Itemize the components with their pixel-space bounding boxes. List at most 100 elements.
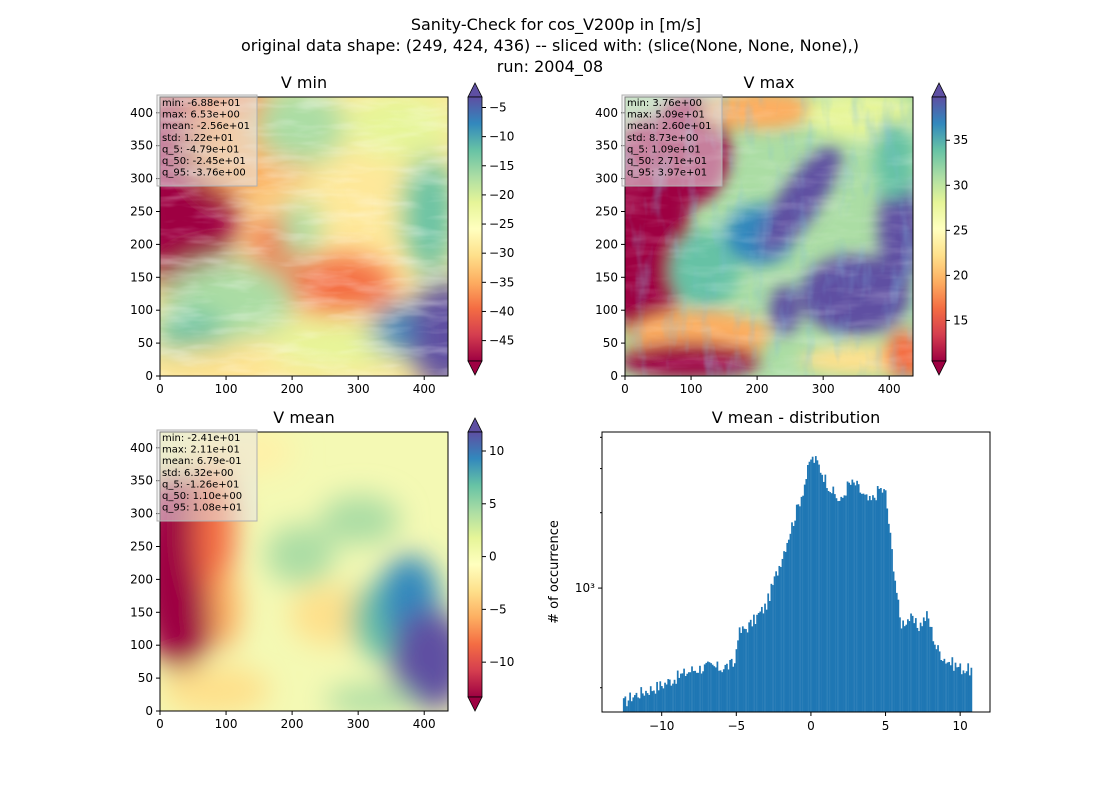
histogram-bar <box>716 661 719 712</box>
panel-v-mean: V mean 0 100 200 300 400 0501001502002503003… <box>130 408 514 731</box>
histogram-bar <box>860 493 863 712</box>
histogram-bar <box>926 611 928 712</box>
histogram-bar <box>967 663 970 712</box>
histogram-bar <box>949 665 952 712</box>
histogram-bar <box>707 661 709 712</box>
x-tick-label: 200 <box>281 717 304 731</box>
histogram-bar <box>676 670 679 712</box>
histogram-bar <box>795 504 798 712</box>
histogram-bar <box>656 681 658 712</box>
histogram-bar <box>629 692 631 712</box>
histogram-bar <box>781 558 784 712</box>
stats-line: std: 8.73e+00 <box>627 133 699 144</box>
panel-title: V min <box>281 73 327 92</box>
colorbar-tick-label: 5 <box>489 497 497 511</box>
x-tick-label: 100 <box>215 717 238 731</box>
histogram-bars <box>622 456 973 712</box>
y-tick-label: 300 <box>595 172 618 186</box>
colorbar-tick-label: 30 <box>953 178 968 192</box>
colorbar: −10 −5 0 5 10 <box>467 417 514 712</box>
histogram-bar <box>846 481 849 712</box>
histogram-bar <box>937 645 939 712</box>
histogram-bar <box>862 493 865 712</box>
stats-line: std: 1.22e+01 <box>162 133 234 144</box>
histogram-bar <box>713 666 716 712</box>
histogram-bar <box>911 615 914 712</box>
colorbar-tick-label: −20 <box>489 188 514 202</box>
histogram-bar <box>794 520 797 712</box>
histogram-bar <box>630 701 633 712</box>
colorbar-tick-label: 10 <box>489 444 504 458</box>
histogram-bar <box>889 532 892 712</box>
colorbar-tick-label: −15 <box>489 159 514 173</box>
histogram-bar <box>833 494 836 712</box>
histogram-bar <box>876 486 879 712</box>
histogram-bar <box>764 603 766 712</box>
colorbar: −45 −40 −35 −30 −25 −20 −15 −10 −5 <box>467 82 514 376</box>
y-tick-label: 350 <box>595 139 618 153</box>
histogram-bar <box>780 567 782 712</box>
y-ticks: 0 50 100 150 200 250 300 350 400 <box>130 106 160 383</box>
histogram-bar <box>907 619 909 712</box>
stats-line: min: 3.76e+00 <box>627 98 702 109</box>
colorbar-tick-label: 35 <box>953 133 968 147</box>
histogram-bar <box>821 474 824 712</box>
y-tick-label: 250 <box>130 204 153 218</box>
histogram-bar <box>921 626 924 712</box>
histogram-bar <box>662 688 665 712</box>
histogram-bar <box>797 504 800 712</box>
histogram-bar <box>818 464 820 712</box>
histogram-bar <box>897 599 900 712</box>
histogram-bar <box>687 672 690 712</box>
histogram-bar <box>968 675 971 712</box>
histogram-bar <box>918 631 920 712</box>
y-tick-label: 300 <box>130 507 153 521</box>
histogram-bar <box>960 674 963 712</box>
histogram-bar <box>864 494 866 712</box>
histogram-bar <box>748 622 751 712</box>
histogram-bar <box>838 500 841 712</box>
histogram-bar <box>754 624 757 712</box>
y-tick-label: 50 <box>138 671 153 685</box>
histogram-bar <box>770 583 773 712</box>
x-tick-label: 100 <box>680 382 703 396</box>
histogram-bar <box>870 500 873 712</box>
histogram-bar <box>778 565 781 712</box>
x-tick-label: 200 <box>281 382 304 396</box>
y-tick-label: 300 <box>130 172 153 186</box>
x-tick-label: 5 <box>882 719 890 733</box>
histogram-bar <box>786 542 789 712</box>
suptitle-line-1: Sanity-Check for cos_V200p in [m/s] <box>411 15 701 35</box>
histogram-bar <box>734 663 736 712</box>
histogram-bar <box>675 683 678 712</box>
histogram-bar <box>892 571 895 712</box>
x-tick-label: 0 <box>156 717 164 731</box>
histogram-bar <box>914 618 917 712</box>
colorbar-tick-label: −45 <box>489 334 514 348</box>
histogram-bar <box>946 662 949 712</box>
stats-line: max: 5.09e+01 <box>627 110 705 121</box>
stats-line: q_5: -4.79e+01 <box>162 144 239 155</box>
heatmap-image <box>625 97 913 376</box>
histogram-bar <box>849 484 852 712</box>
histogram-bar <box>927 618 930 712</box>
histogram-bar <box>738 627 741 712</box>
stats-line: min: -6.88e+01 <box>162 98 241 109</box>
panel-title: V mean <box>273 408 334 427</box>
histogram-bar <box>751 626 754 712</box>
histogram-bar <box>791 522 793 712</box>
histogram-bar <box>924 621 927 712</box>
histogram-bar <box>900 628 903 712</box>
y-tick-label: 150 <box>595 270 618 284</box>
histogram-bar <box>697 672 700 712</box>
histogram-bar <box>622 698 625 712</box>
histogram-bar <box>845 495 847 712</box>
histogram-bar <box>680 673 682 712</box>
histogram-bar <box>664 682 666 712</box>
y-tick-label: 350 <box>130 139 153 153</box>
histogram-bar <box>745 629 747 712</box>
suptitle-line-2: original data shape: (249, 424, 436) -- … <box>241 36 859 55</box>
histogram-bar <box>962 670 965 712</box>
histogram-bar <box>841 497 844 712</box>
